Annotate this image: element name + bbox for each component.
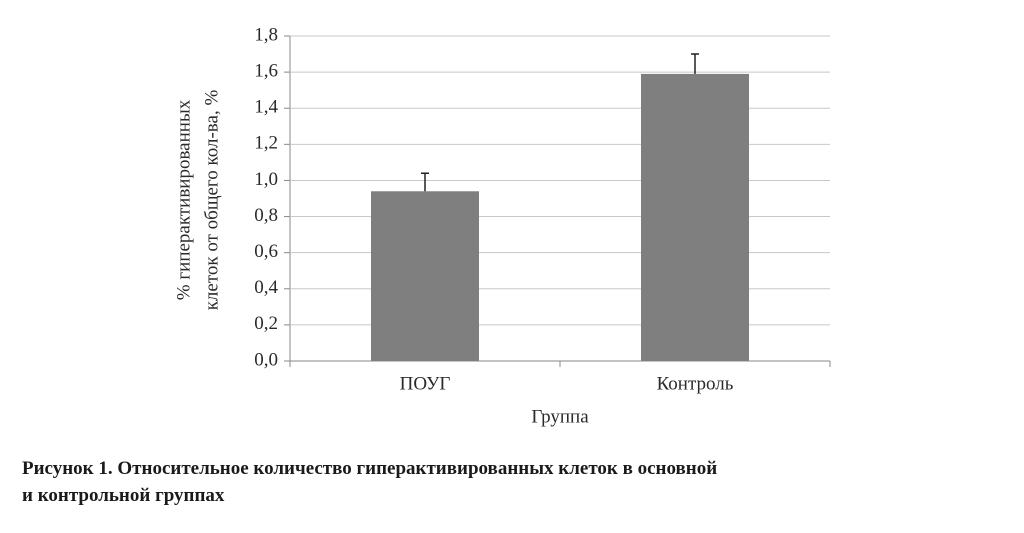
- y-tick-label: 1,0: [254, 169, 278, 190]
- y-axis-title: клеток от общего кол-ва, %: [201, 90, 222, 311]
- y-axis-title: % гиперактивированных: [173, 99, 194, 300]
- error-bar: [691, 53, 699, 74]
- y-tick-label: 1,6: [254, 60, 278, 81]
- y-tick-label: 0,6: [254, 241, 278, 262]
- x-axis-title: Группа: [531, 406, 589, 427]
- bar: [641, 73, 749, 362]
- bar: [371, 191, 479, 361]
- y-tick-label: 1,2: [254, 133, 278, 154]
- y-tick-label: 0,4: [254, 277, 278, 298]
- x-tick-label: Контроль: [657, 373, 734, 394]
- y-tick-label: 0,8: [254, 205, 278, 226]
- caption: и контрольной группах: [22, 485, 225, 506]
- y-tick-label: 1,8: [254, 24, 278, 45]
- caption: Рисунок 1. Относительное количество гипе…: [22, 458, 717, 479]
- y-tick-label: 1,4: [254, 97, 278, 118]
- error-bar: [421, 172, 429, 192]
- y-tick-label: 0,2: [254, 313, 278, 334]
- x-tick-label: ПОУГ: [400, 373, 451, 394]
- y-tick-label: 0,0: [254, 349, 278, 370]
